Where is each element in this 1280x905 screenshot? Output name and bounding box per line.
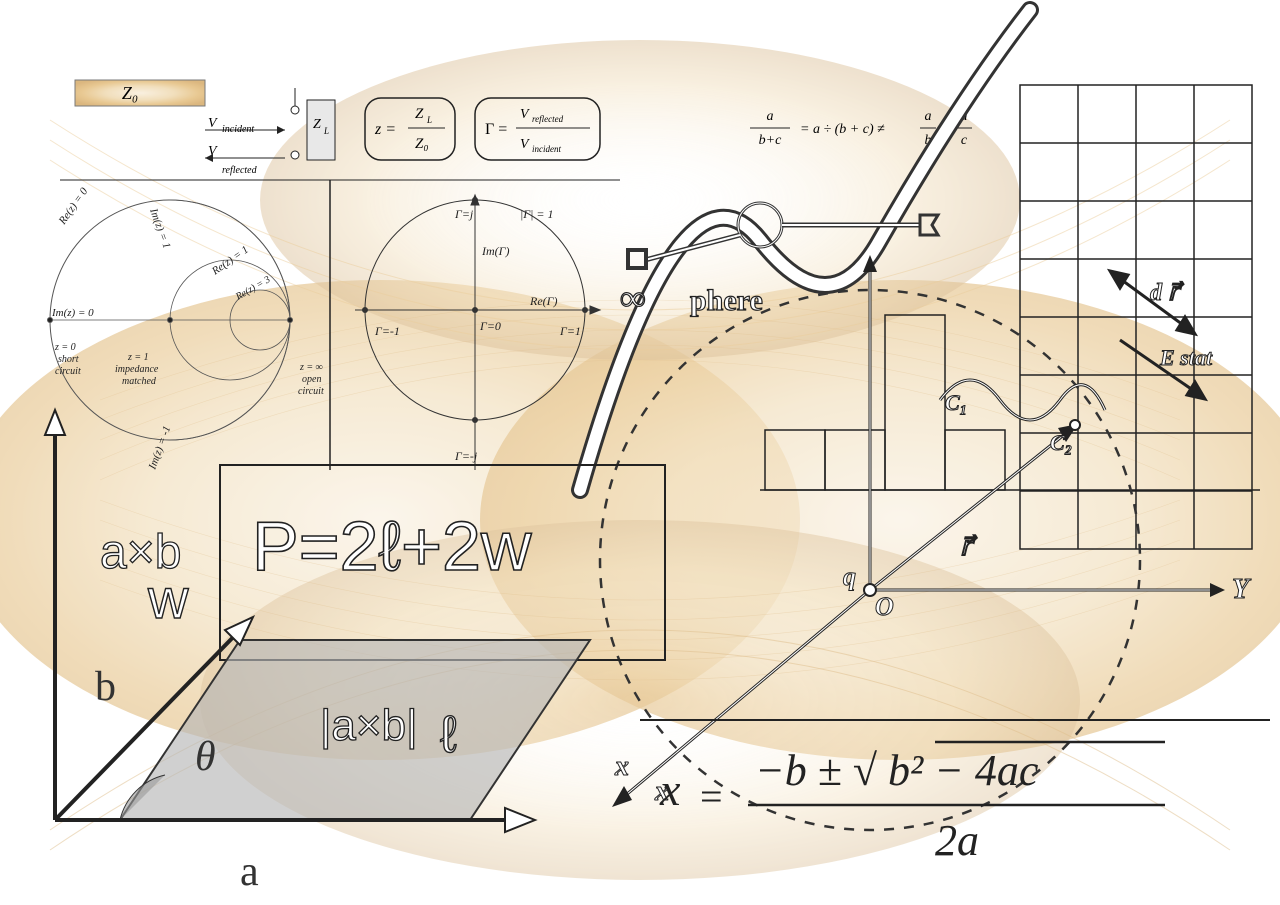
sphere-label: ∞ phere	[620, 278, 763, 318]
matched: matched	[122, 376, 157, 387]
a-axis: a	[240, 849, 259, 895]
z-num: Z	[415, 106, 424, 122]
origin-q: q	[843, 562, 856, 591]
frac-c: c	[961, 133, 968, 148]
w-label: w	[147, 567, 189, 630]
rez0: Re(z) = 0	[56, 185, 91, 227]
quad-x: x	[659, 764, 681, 815]
v-incident-sub: incident	[222, 124, 254, 135]
zl-label: Z	[313, 117, 321, 132]
open: open	[302, 374, 321, 385]
cross-mag: |a×b|	[320, 701, 418, 750]
c1-label: C₁	[945, 390, 967, 415]
x-axis-label: x	[614, 751, 629, 782]
gamma-den-sub: incident	[532, 144, 561, 154]
z-den: Z₀	[415, 136, 429, 152]
zinf: z = ∞	[299, 362, 323, 373]
circuit1: circuit	[55, 366, 81, 377]
theta-label: θ	[195, 734, 216, 780]
g0: Γ=0	[479, 319, 501, 333]
gamma-lhs: Γ =	[485, 121, 507, 138]
z0short: z = 0	[54, 342, 76, 353]
v-reflected-sub: reflected	[222, 165, 258, 176]
gamma-num-sub: reflected	[532, 114, 564, 124]
quad-den: 2a	[935, 816, 979, 865]
frac-bc: b+c	[759, 133, 782, 148]
gamma-den: V	[520, 137, 530, 152]
z1match: z = 1	[127, 352, 149, 363]
perimeter-formula: P=2ℓ+2w	[252, 507, 532, 585]
gamma-num: V	[520, 107, 530, 122]
imz1p: Im(z) = 1	[147, 206, 173, 250]
e-stat: E stat	[1159, 345, 1213, 370]
z-num-sub: L	[426, 115, 432, 125]
absg1: |Γ| = 1	[520, 207, 554, 221]
g1: Γ=1	[559, 324, 581, 338]
zl-sub: L	[323, 126, 329, 136]
gj: Γ=j	[454, 207, 474, 221]
gn1: Γ=-1	[374, 324, 400, 338]
dr-vec: d r⃗	[1150, 280, 1184, 306]
img: Im(Γ)	[481, 244, 509, 258]
infinity-icon: ∞	[620, 278, 646, 318]
svg-text:=: =	[700, 774, 723, 819]
frac-eq: = a ÷ (b + c) ≠	[800, 122, 885, 137]
impedance: impedance	[115, 364, 159, 375]
short: short	[58, 354, 79, 365]
gnj: Γ=-j	[454, 449, 478, 463]
v-incident: V	[208, 116, 218, 131]
v-reflected: V	[208, 144, 218, 159]
phere-text: phere	[690, 284, 763, 317]
c2-label: C₂	[1050, 430, 1072, 455]
frac-a: a	[767, 109, 774, 124]
imz0: Im(z) = 0	[51, 307, 94, 319]
origin-o: O	[875, 592, 894, 621]
y-axis-label: Y	[1232, 574, 1252, 605]
frac-ab: a	[925, 109, 932, 124]
circuit2: circuit	[298, 386, 324, 397]
z-lhs: z =	[374, 121, 396, 138]
ell-label: ℓ	[440, 706, 457, 764]
b-axis: b	[95, 664, 116, 710]
rez1: Re(z) = 1	[209, 244, 251, 278]
reg: Re(Γ)	[529, 294, 557, 308]
quad-num: −b ± √ b² − 4ac	[755, 746, 1039, 795]
